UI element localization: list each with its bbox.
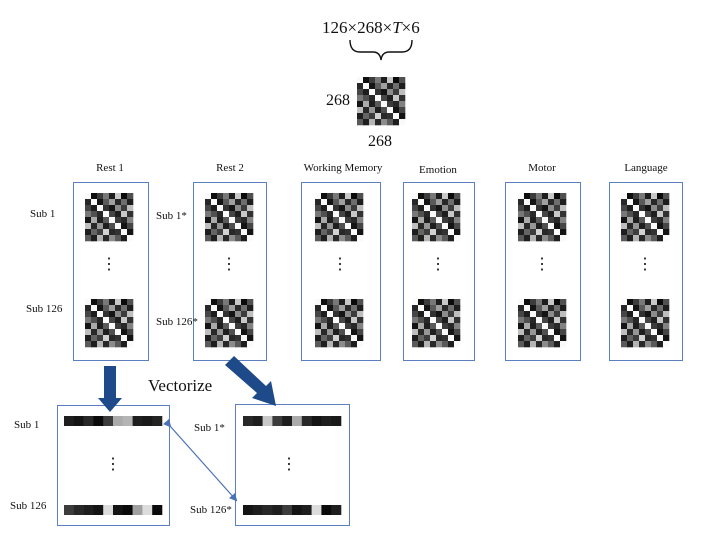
vector-rest2-last: [243, 505, 342, 515]
matrix-row-dim: 268: [326, 92, 350, 109]
formula-tasks: 6: [411, 18, 420, 37]
vector-rest1-first: [64, 416, 163, 426]
curly-brace: [349, 39, 413, 61]
vectorized-rows: [64, 416, 342, 515]
column-title-motor: Motor: [528, 162, 556, 174]
vectorize-label: Vectorize: [148, 376, 213, 395]
matrix-col2-first: [205, 193, 254, 242]
rest1-sub-last-label: Sub 126: [26, 303, 63, 315]
formula-times-2: ×: [382, 18, 393, 37]
matrix-col6-last: [621, 299, 670, 348]
vector-rest1-sub-first-label: Sub 1: [14, 419, 40, 431]
example-matrix: [357, 77, 406, 126]
vectorize-arrow-rest1: [98, 366, 122, 412]
formula-subjects: 126: [322, 18, 348, 37]
matrix-col5-first: [518, 193, 567, 242]
column-title-emotion: Emotion: [419, 164, 457, 176]
connectivity-matrices: [85, 77, 670, 348]
column-title-language: Language: [624, 162, 668, 174]
rest1-sub-first-label: Sub 1: [30, 208, 56, 220]
matrix-col3-last: [315, 299, 364, 348]
matrix-col5-last: [518, 299, 567, 348]
vector-rest2-first: [243, 416, 342, 426]
formula-times-3: ×: [401, 18, 412, 37]
vectorize-arrow-rest2: [225, 356, 276, 406]
matrix-col2-last: [205, 299, 254, 348]
column-title-rest1: Rest 1: [96, 162, 124, 174]
rest2-sub-first-label: Sub 1*: [156, 210, 187, 222]
vector-rest2-sub-last-label: Sub 126*: [190, 504, 232, 516]
matrix-col-dim: 268: [368, 133, 392, 150]
matrix-col4-last: [412, 299, 461, 348]
matrix-col1-last: [85, 299, 134, 348]
column-title-rest2: Rest 2: [216, 162, 244, 174]
matrix-col4-first: [412, 193, 461, 242]
vector-rest1-sub-last-label: Sub 126: [10, 500, 47, 512]
matrix-col3-first: [315, 193, 364, 242]
formula-times-1: ×: [347, 18, 358, 37]
dimension-formula: 126×268×T×6: [322, 18, 420, 38]
vector-rest1-last: [64, 505, 163, 515]
pairing-arrow: [163, 418, 238, 502]
rest2-sub-last-label: Sub 126*: [156, 316, 198, 328]
matrix-col6-first: [621, 193, 670, 242]
matrix-col1-first: [85, 193, 134, 242]
formula-time: T: [392, 18, 402, 37]
formula-nodes: 268: [357, 18, 383, 37]
column-title-working-memory: Working Memory: [303, 162, 383, 174]
